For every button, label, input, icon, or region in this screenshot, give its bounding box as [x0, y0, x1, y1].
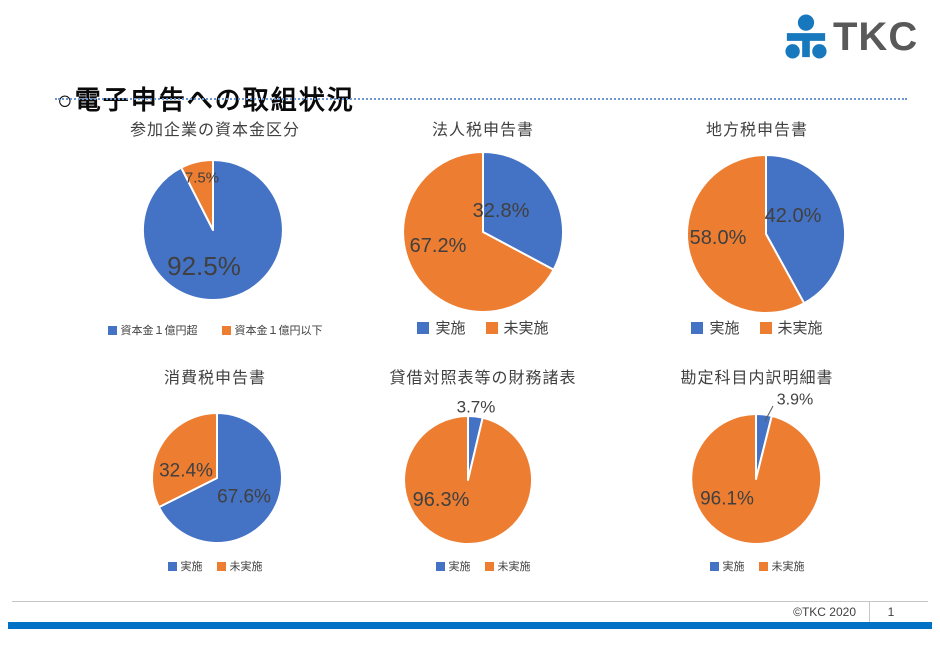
pie-chart-capital-classification: 参加企業の資本金区分 92.5% 7.5% 資本金１億円超 資本金１億円以下 — [85, 110, 345, 355]
legend-item: 実施 — [167, 558, 203, 574]
legend-label: 実施 — [180, 561, 203, 573]
legend-item: 未実施 — [759, 317, 823, 338]
tkc-logo-mark-icon — [785, 14, 827, 59]
legend-marker-orange — [759, 321, 772, 334]
footer-accent-bar — [8, 622, 932, 629]
pie-slice-orange — [690, 413, 823, 545]
legend-marker-orange — [485, 321, 498, 334]
legend-item: 未実施 — [216, 558, 263, 574]
pie-chart-consumption-tax-return: 消費税申告書 67.6% 32.4% 実施 未実施 — [85, 358, 345, 603]
legend-marker-blue — [709, 561, 719, 571]
pie-slice-blue — [765, 154, 846, 305]
pie-slice-orange — [403, 415, 534, 545]
legend-marker-blue — [107, 325, 117, 335]
label-leader-line — [764, 405, 774, 422]
chart-legend: 実施 未実施 — [607, 558, 907, 574]
legend-label: 資本金１億円以下 — [234, 325, 323, 337]
pie-chart-account-breakdown: 勘定科目内訳明細書 3.9% 96.1% 実施 未実施 — [627, 358, 887, 603]
pie-plot-area: 3.7% 96.3% — [403, 398, 534, 545]
pie-data-label: 3.9% — [777, 392, 813, 409]
legend-label: 実施 — [448, 561, 471, 573]
pie-plot-area: 3.9% 96.1% — [690, 392, 823, 545]
pie-slice-orange — [180, 158, 214, 231]
legend-item: 実施 — [435, 558, 471, 574]
legend-marker-orange — [484, 561, 494, 571]
legend-item: 未実施 — [485, 317, 549, 338]
legend-item: 実施 — [691, 317, 740, 338]
legend-label: 未実施 — [777, 320, 823, 337]
pie-slice-orange — [686, 154, 806, 314]
legend-item: 実施 — [417, 317, 466, 338]
pie-data-label: 32.8% — [473, 200, 530, 222]
pie-plot-area: 67.6%32.4% — [151, 412, 283, 544]
pie-slice-orange — [151, 412, 218, 509]
title-underline — [55, 98, 907, 100]
legend-label: 実施 — [435, 320, 466, 337]
footer-copyright: ©TKC 2020 — [793, 605, 856, 619]
pie-data-label: 96.1% — [700, 489, 754, 510]
legend-item: 未実施 — [484, 558, 531, 574]
chart-legend: 実施 未実施 — [65, 558, 365, 574]
legend-item: 資本金１億円以下 — [221, 322, 323, 338]
pie-plot-area: 92.5% 7.5% — [141, 158, 284, 301]
legend-marker-orange — [758, 561, 768, 571]
chart-legend: 資本金１億円超 資本金１億円以下 — [65, 322, 365, 338]
legend-label: 実施 — [709, 320, 740, 337]
legend-marker-blue — [691, 321, 704, 334]
pie-slice-blue — [157, 412, 283, 544]
tkc-logo: TKC — [784, 13, 918, 61]
chart-legend: 実施 未実施 — [607, 317, 907, 338]
chart-title: 地方税申告書 — [705, 122, 808, 139]
chart-title: 消費税申告書 — [163, 370, 266, 387]
chart-title: 法人税申告書 — [431, 122, 534, 139]
legend-marker-blue — [435, 561, 445, 571]
pie-data-label: 32.4% — [159, 461, 213, 482]
pie-data-label: 3.7% — [457, 398, 496, 417]
legend-item: 実施 — [709, 558, 745, 574]
pie-plot-area: 32.8% 67.2% — [402, 151, 564, 313]
pie-slice-orange — [402, 151, 555, 313]
pie-data-label: 67.6% — [217, 487, 271, 508]
pie-data-label: 92.5% — [167, 251, 241, 281]
pie-plot-area: 42.0% 58.0% — [686, 154, 846, 314]
chart-title: 勘定科目内訳明細書 — [680, 370, 834, 387]
legend-label: 未実施 — [229, 561, 263, 573]
pie-chart-corporate-tax-return: 法人税申告書 32.8% 67.2% 実施 未実施 — [353, 110, 613, 355]
legend-marker-orange — [216, 561, 226, 571]
legend-marker-blue — [167, 561, 177, 571]
legend-item: 未実施 — [758, 558, 805, 574]
legend-label: 実施 — [722, 561, 745, 573]
pie-data-label: 7.5% — [185, 170, 219, 187]
pie-data-label: 96.3% — [413, 489, 470, 511]
legend-label: 未実施 — [503, 320, 549, 337]
pie-data-label: 58.0% — [690, 227, 747, 249]
legend-label: 未実施 — [771, 561, 805, 573]
footer-divider-line — [12, 601, 928, 602]
pie-chart-local-tax-return: 地方税申告書 42.0% 58.0% 実施 未実施 — [627, 110, 887, 355]
legend-label: 資本金１億円超 — [120, 325, 198, 337]
pie-data-label: 67.2% — [410, 235, 467, 257]
page-number: 1 — [887, 605, 895, 619]
chart-title: 貸借対照表等の財務諸表 — [389, 370, 577, 387]
pie-slice-blue — [482, 151, 564, 271]
logo-text: TKC — [833, 15, 919, 59]
chart-legend: 実施 未実施 — [333, 558, 633, 574]
legend-marker-orange — [221, 325, 231, 335]
footer-vertical-divider — [869, 601, 870, 622]
pie-chart-financial-statements: 貸借対照表等の財務諸表 3.7% 96.3% 実施 未実施 — [353, 358, 613, 603]
slide-title: ○電子申告への取組状況 — [57, 85, 355, 116]
pie-data-label: 42.0% — [765, 205, 822, 227]
chart-title: 参加企業の資本金区分 — [129, 122, 300, 139]
legend-marker-blue — [417, 321, 430, 334]
legend-item: 資本金１億円超 — [107, 322, 198, 338]
legend-label: 未実施 — [497, 561, 531, 573]
chart-legend: 実施 未実施 — [333, 317, 633, 338]
